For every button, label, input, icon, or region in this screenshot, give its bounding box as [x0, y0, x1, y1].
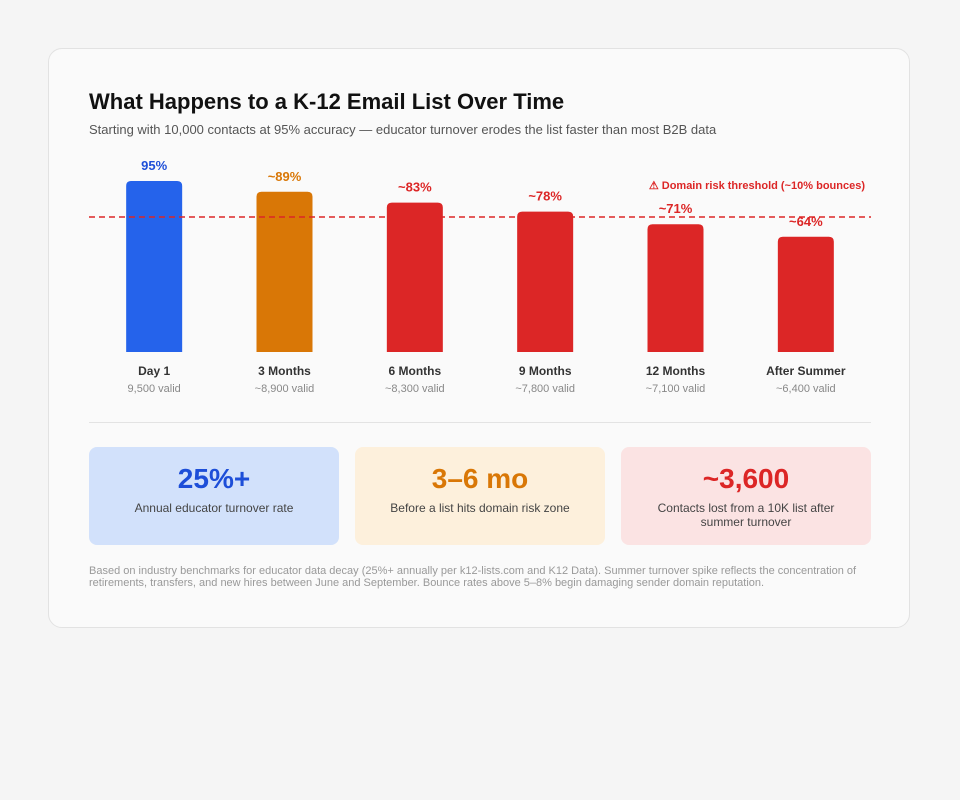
- valid-count-label: ~7,100 valid: [646, 383, 706, 395]
- stat-card: ~3,600 Contacts lost from a 10K list afte…: [621, 447, 871, 545]
- value-label: ~83%: [398, 180, 432, 195]
- bar: [126, 181, 183, 352]
- stat-label: Before a list hits domain risk zone: [390, 501, 570, 515]
- value-label: ~71%: [659, 201, 693, 216]
- value-label: ~89%: [268, 169, 302, 184]
- valid-count-label: ~6,400 valid: [776, 383, 836, 395]
- bar: [256, 191, 313, 352]
- valid-count-label: 9,500 valid: [128, 383, 181, 395]
- category-label: 9 Months: [519, 364, 572, 378]
- valid-count-label: ~7,800 valid: [515, 383, 575, 395]
- chart-title: What Happens to a K-12 Email List Over T…: [89, 89, 565, 114]
- value-label: 95%: [141, 158, 167, 173]
- stat-value: 3–6 mo: [431, 463, 529, 494]
- chart-card: What Happens to a K-12 Email List Over T…: [48, 48, 910, 628]
- valid-count-label: ~8,300 valid: [385, 383, 445, 395]
- bar: [777, 236, 834, 352]
- stat-value: ~3,600: [702, 463, 790, 494]
- stat-label: Contacts lost from a 10K list after summ…: [657, 501, 835, 529]
- stat-card: 3–6 mo Before a list hits domain risk zon…: [355, 447, 605, 545]
- bar: [517, 211, 574, 352]
- divider: [89, 422, 871, 423]
- category-label: Day 1: [138, 364, 170, 378]
- category-label: 12 Months: [646, 364, 706, 378]
- bar-chart: 95% Day 1 9,500 valid ~89% 3 Months ~8,900 va…: [89, 158, 871, 395]
- category-label: 3 Months: [258, 364, 311, 378]
- valid-count-label: ~8,900 valid: [255, 383, 315, 395]
- bar: [647, 224, 704, 352]
- footnote: Based on industry benchmarks for educato…: [89, 565, 857, 589]
- stat-card: 25%+ Annual educator turnover rate: [89, 447, 339, 545]
- stat-label: Annual educator turnover rate: [134, 501, 294, 515]
- category-label: After Summer: [766, 364, 846, 378]
- value-label: ~64%: [789, 214, 823, 229]
- chart-subtitle: Starting with 10,000 contacts at 95% acc…: [89, 122, 717, 137]
- value-label: ~78%: [528, 189, 562, 204]
- stat-value: 25%+: [177, 463, 251, 494]
- category-label: 6 Months: [388, 364, 441, 378]
- bar: [386, 202, 443, 352]
- threshold-label: ⚠ Domain risk threshold (~10% bounces): [649, 180, 865, 192]
